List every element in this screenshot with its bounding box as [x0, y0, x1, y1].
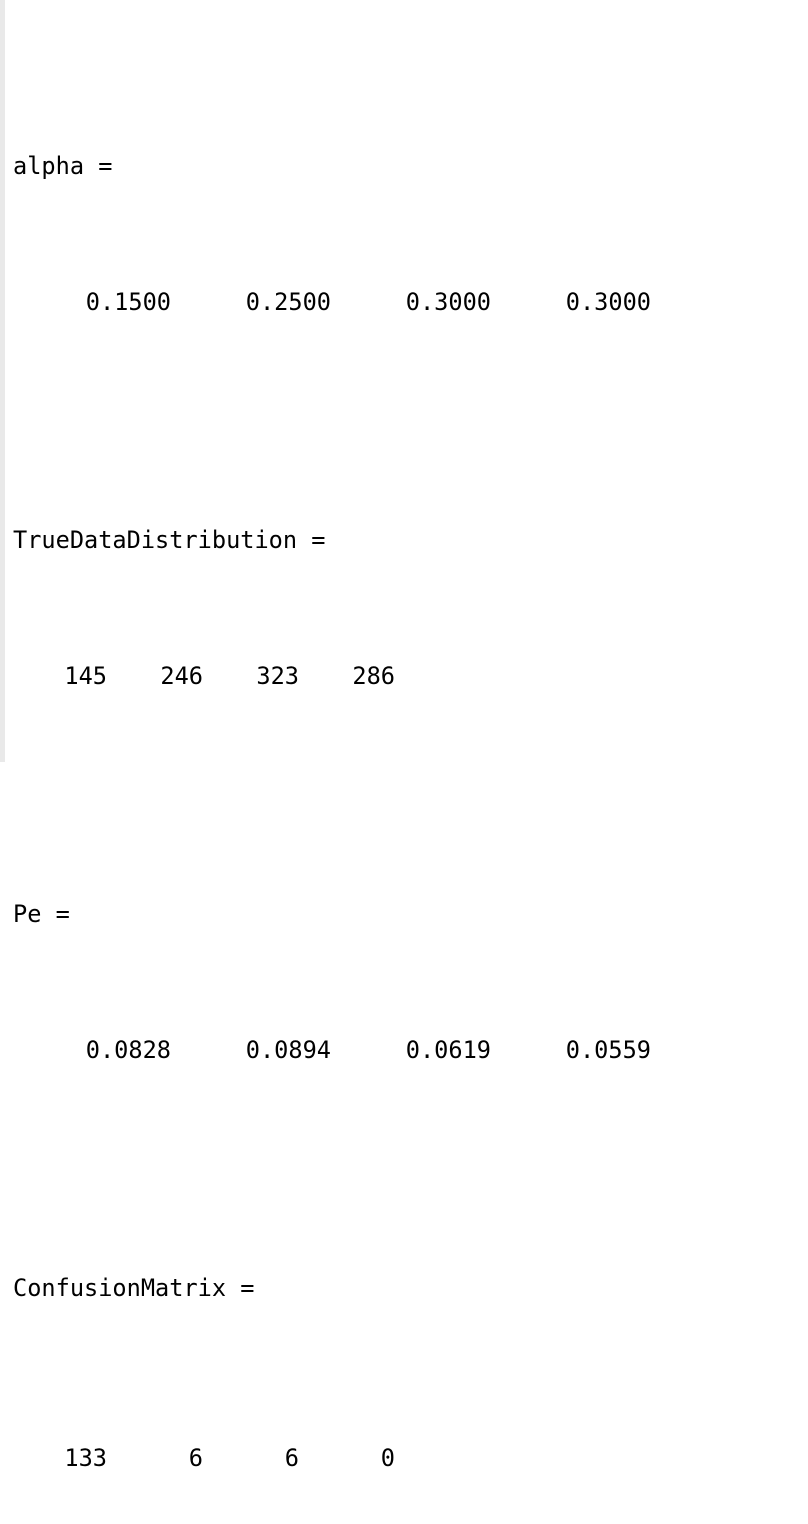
var-truedata-header: TrueDataDistribution = — [13, 523, 651, 557]
var-confusion-name: ConfusionMatrix = — [13, 1274, 255, 1302]
var-alpha-header: alpha = — [13, 149, 651, 183]
var-pe-name: Pe = — [13, 900, 70, 928]
confusion-row: 133 6 6 0 — [13, 1441, 651, 1475]
var-truedata-name: TrueDataDistribution = — [13, 526, 326, 554]
var-truedata-values: 145 246 323 286 — [13, 659, 651, 693]
editor-gutter — [0, 0, 5, 762]
confusion-cell: 6 — [284, 1444, 299, 1472]
truedata-value-1: 145 — [64, 662, 107, 690]
pe-value-2: 0.0894 — [245, 1036, 331, 1064]
truedata-value-2: 246 — [160, 662, 203, 690]
pe-value-1: 0.0828 — [85, 1036, 171, 1064]
var-alpha-name: alpha = — [13, 152, 113, 180]
var-alpha-values: 0.1500 0.2500 0.3000 0.3000 — [13, 285, 651, 319]
confusion-cell: 6 — [188, 1444, 203, 1472]
var-confusion-header: ConfusionMatrix = — [13, 1271, 651, 1305]
var-pe-header: Pe = — [13, 897, 651, 931]
var-pe-values: 0.0828 0.0894 0.0619 0.0559 — [13, 1033, 651, 1067]
confusion-cell: 0 — [380, 1444, 395, 1472]
pe-value-4: 0.0559 — [565, 1036, 651, 1064]
command-window-output: alpha = 0.1500 0.2500 0.3000 0.3000 TrueDat… — [13, 0, 651, 1524]
alpha-value-3: 0.3000 — [405, 288, 491, 316]
pe-value-3: 0.0619 — [405, 1036, 491, 1064]
truedata-value-3: 323 — [256, 662, 299, 690]
alpha-value-1: 0.1500 — [85, 288, 171, 316]
confusion-cell: 133 — [64, 1444, 107, 1472]
truedata-value-4: 286 — [352, 662, 395, 690]
alpha-value-4: 0.3000 — [565, 288, 651, 316]
alpha-value-2: 0.2500 — [245, 288, 331, 316]
